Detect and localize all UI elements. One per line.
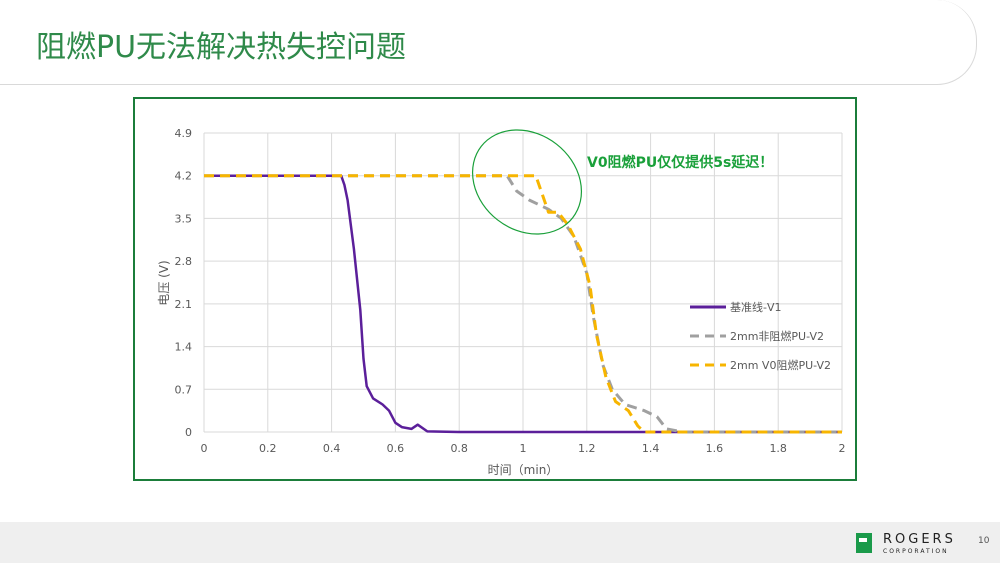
x-tick-label: 1.4: [642, 442, 660, 455]
title-bar: [0, 0, 977, 85]
svg-text:ROGERS: ROGERS: [883, 532, 956, 547]
y-axis-label: 电压 (V): [157, 260, 171, 305]
x-tick-label: 1: [520, 442, 527, 455]
x-tick-label: 2: [839, 442, 846, 455]
rogers-logo: ROGERS CORPORATION: [856, 532, 956, 555]
series-line: [204, 174, 842, 434]
x-tick-label: 0.6: [387, 442, 405, 455]
legend-label: 2mm V0阻燃PU-V2: [730, 358, 831, 372]
x-tick-label: 0: [201, 442, 208, 455]
chart-frame: [133, 97, 857, 481]
x-tick-label: 0.8: [450, 442, 468, 455]
x-tick-label: 0.4: [323, 442, 341, 455]
legend-label: 2mm非阻燃PU-V2: [730, 329, 824, 343]
svg-text:CORPORATION: CORPORATION: [883, 548, 949, 555]
x-tick-label: 1.8: [769, 442, 787, 455]
annotation-text: V0阻燃PU仅仅提供5s延迟！: [587, 154, 773, 171]
page-number: 10: [978, 536, 990, 546]
legend-label: 基准线-V1: [730, 300, 782, 314]
y-tick-label: 0.7: [175, 383, 193, 396]
x-tick-label: 1.6: [706, 442, 724, 455]
series-line: [204, 174, 842, 434]
y-tick-label: 1.4: [175, 341, 193, 354]
footer: [0, 522, 1000, 563]
y-tick-label: 4.2: [175, 170, 193, 183]
x-tick-label: 1.2: [578, 442, 596, 455]
page-title: 阻燃PU无法解决热失控问题: [36, 30, 407, 65]
y-tick-label: 2.1: [175, 298, 193, 311]
annotation-ellipse: [471, 129, 583, 235]
x-axis-label: 时间（min）: [488, 463, 559, 477]
y-tick-label: 2.8: [175, 255, 193, 268]
x-tick-label: 0.2: [259, 442, 277, 455]
series-line: [204, 174, 842, 434]
y-tick-label: 0: [185, 426, 192, 439]
y-tick-label: 4.9: [175, 127, 193, 140]
y-tick-label: 3.5: [175, 212, 193, 225]
